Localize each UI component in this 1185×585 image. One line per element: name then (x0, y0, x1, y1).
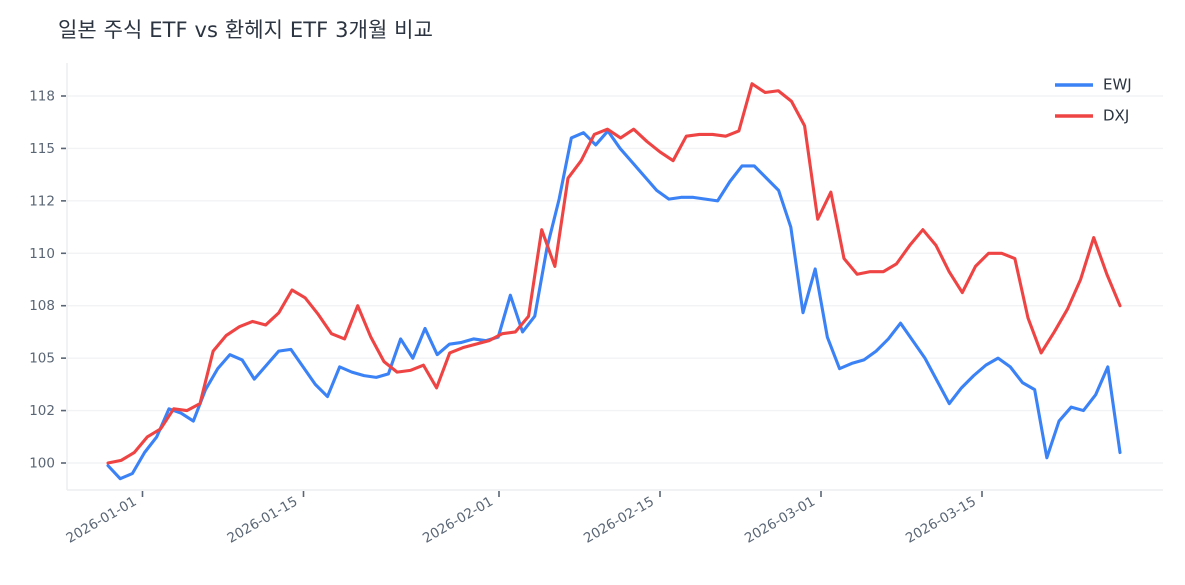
x-tick-label: 2026-01-15 (225, 494, 301, 547)
series-lines (106, 82, 1122, 481)
y-axis: 100 102 105 108 110 112 115 118 (29, 63, 68, 490)
y-tick-label: 102 (29, 403, 55, 419)
y-tick-label: 108 (29, 298, 55, 314)
x-tick-label: 2026-02-15 (581, 494, 657, 547)
y-tick-label: 118 (29, 89, 55, 105)
x-tick-label: 2026-01-01 (64, 494, 140, 547)
series-line-dxj (106, 82, 1122, 465)
legend-label-ewj: EWJ (1103, 76, 1132, 94)
y-tick-label: 112 (29, 193, 55, 209)
legend-label-dxj: DXJ (1103, 107, 1129, 125)
chart-title: 일본 주식 ETF vs 환헤지 ETF 3개월 비교 (58, 18, 434, 42)
series-line-ewj (106, 129, 1122, 481)
y-tick-label: 115 (29, 141, 55, 157)
y-tick-label: 105 (29, 351, 55, 367)
x-axis: 2026-01-01 2026-01-15 2026-02-01 2026-02-15… (64, 489, 1163, 547)
gridlines (67, 95, 1163, 464)
x-tick-label: 2026-03-15 (903, 494, 979, 547)
y-tick-label: 110 (29, 246, 55, 262)
chart-legend: EWJ DXJ (1055, 76, 1132, 125)
x-tick-label: 2026-03-01 (742, 494, 818, 547)
x-tick-label: 2026-02-01 (420, 494, 496, 547)
y-tick-label: 100 (29, 456, 55, 472)
